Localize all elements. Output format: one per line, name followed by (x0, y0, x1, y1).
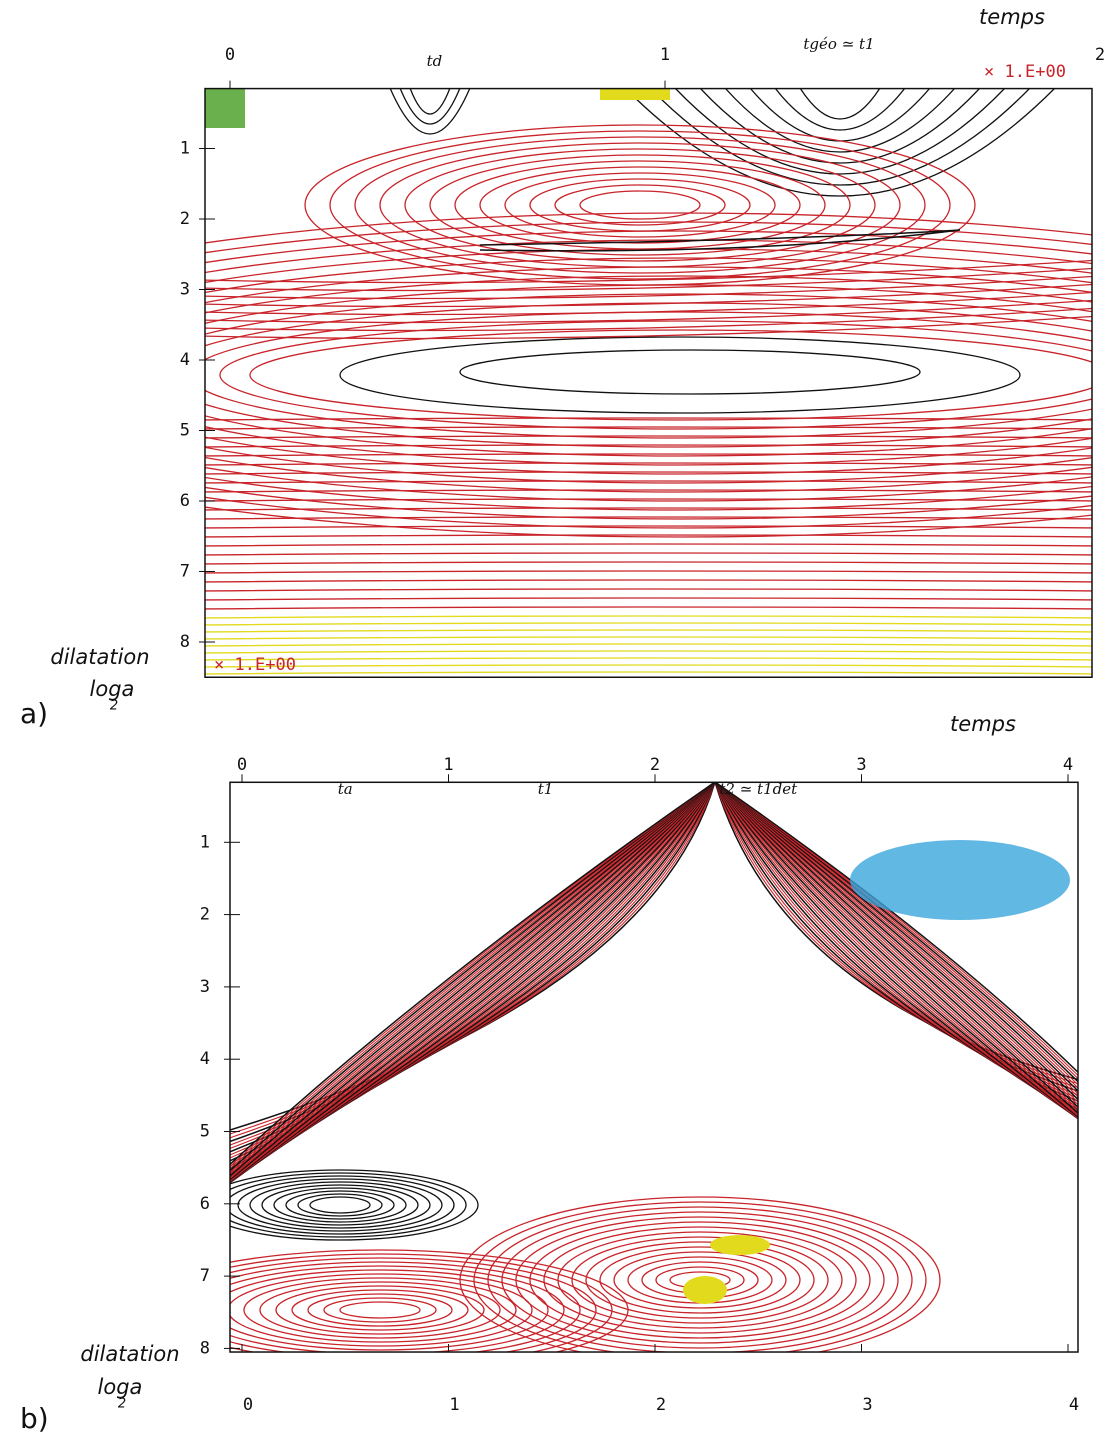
contour-line (200, 616, 1100, 618)
x-tick-label: 2 (650, 755, 660, 775)
x-axis-label: temps (950, 712, 1016, 736)
y-axis-label: dilatation (50, 645, 149, 669)
y-tick-label: 1 (180, 139, 190, 159)
contour-line (505, 173, 775, 237)
annotation: t2 ≃ t1det (719, 780, 798, 798)
x-axis-label: temps (979, 5, 1045, 29)
panel-label: a) (20, 697, 48, 730)
x-tick-label: 3 (856, 755, 866, 775)
colored-region (683, 1276, 727, 1304)
y-axis-log: loga (98, 1375, 143, 1399)
y-tick-label: 7 (180, 562, 190, 582)
contour-line (800, 88, 880, 119)
contour-line (200, 637, 1100, 639)
contour-line (775, 88, 905, 130)
x-tick-label: 1 (443, 755, 453, 775)
contour-line (200, 623, 1100, 625)
annotation: ta (338, 780, 353, 798)
x-tick-label: 1 (660, 45, 670, 65)
contour-line (455, 161, 825, 249)
contour-line (200, 553, 1100, 555)
y-axis-log: loga (90, 677, 135, 701)
annotation: td (427, 52, 443, 70)
scale-note: × 1.E+00 (214, 655, 296, 675)
contour-line (200, 544, 1100, 546)
contour-line (200, 607, 1100, 609)
contour-line (400, 88, 460, 124)
contours-a (0, 88, 1119, 674)
colored-region (600, 88, 670, 100)
y-tick-label: 2 (180, 209, 190, 229)
contour-line (390, 88, 470, 134)
contour-line (625, 88, 1055, 196)
contour-line (200, 658, 1100, 660)
contour-line (200, 672, 1100, 674)
contour-line (200, 630, 1100, 632)
y-tick-label: 5 (200, 1122, 210, 1142)
contour-line (200, 562, 1100, 564)
x-tick-label: 0 (243, 1395, 253, 1415)
contour-line (675, 88, 1005, 174)
y-tick-label: 8 (200, 1338, 210, 1358)
y-tick-label: 7 (200, 1266, 210, 1286)
colored-region (850, 840, 1070, 920)
y-tick-label: 8 (180, 632, 190, 652)
contour-line (200, 571, 1100, 573)
contour-line (200, 598, 1100, 600)
y-tick-label: 4 (200, 1049, 210, 1069)
panel-label: b) (20, 1402, 49, 1435)
colored-region (710, 1235, 770, 1255)
contour-line (330, 131, 950, 279)
contour-line (200, 589, 1100, 591)
y-axis-log-base: 2 (118, 1397, 126, 1412)
y-tick-label: 4 (180, 350, 190, 370)
contour-line (0, 240, 1119, 510)
y-tick-label: 2 (200, 905, 210, 925)
scale-note: × 1.E+00 (984, 62, 1066, 82)
contour-line (0, 213, 1119, 537)
y-tick-label: 3 (180, 280, 190, 300)
y-tick-label: 6 (200, 1194, 210, 1214)
x-tick-label: 2 (1095, 45, 1105, 65)
x-tick-label: 3 (862, 1395, 872, 1415)
contour-line (40, 267, 1119, 483)
y-tick-label: 6 (180, 491, 190, 511)
x-tick-label: 4 (1063, 755, 1073, 775)
annotation: tgéo ≃ t1 (803, 35, 874, 53)
x-tick-label: 0 (225, 45, 235, 65)
x-tick-label: 4 (1069, 1395, 1079, 1415)
contour-line (0, 231, 1119, 519)
x-tick-label: 1 (449, 1395, 459, 1415)
contour-line (410, 88, 450, 114)
y-tick-label: 1 (200, 832, 210, 852)
annotation: t1 (538, 780, 554, 798)
contour-line (460, 350, 920, 394)
colored-region (205, 88, 245, 128)
contour-line (200, 580, 1100, 582)
contours-b (55, 782, 1119, 1370)
y-axis-log-base: 2 (110, 699, 118, 714)
contour-line (200, 665, 1100, 667)
x-tick-label: 2 (656, 1395, 666, 1415)
contour-line (580, 191, 700, 219)
contour-line (250, 330, 1110, 420)
y-tick-label: 5 (180, 421, 190, 441)
x-tick-label: 0 (237, 755, 247, 775)
contour-line (200, 644, 1100, 646)
contour-line (530, 179, 750, 231)
y-tick-label: 3 (200, 977, 210, 997)
contour-line (200, 651, 1100, 653)
y-axis-label: dilatation (80, 1342, 179, 1366)
contour-line (130, 294, 1119, 456)
